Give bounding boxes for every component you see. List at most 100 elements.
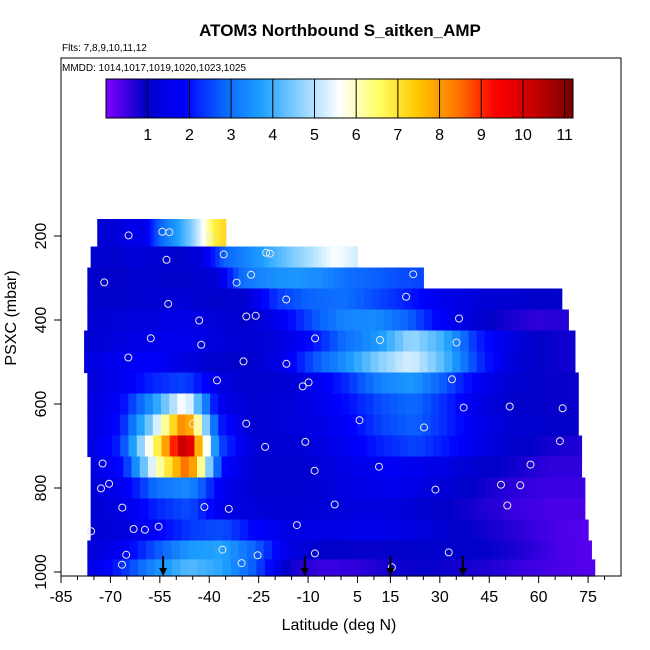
heatmap-cell bbox=[152, 372, 162, 395]
heatmap-cell bbox=[130, 246, 136, 269]
heatmap-layer bbox=[84, 219, 596, 577]
heatmap-cell bbox=[259, 414, 268, 437]
heatmap-cell bbox=[160, 393, 170, 416]
heatmap-cell bbox=[153, 435, 163, 458]
heatmap-cell bbox=[261, 288, 270, 311]
sample-point bbox=[452, 338, 461, 347]
heatmap-cell bbox=[116, 351, 126, 374]
heatmap-cell bbox=[356, 540, 366, 560]
heatmap-cell bbox=[148, 477, 158, 500]
heatmap-cell bbox=[115, 267, 122, 290]
heatmap-cell bbox=[545, 393, 555, 416]
heatmap-cell bbox=[278, 456, 288, 479]
sample-point bbox=[355, 416, 364, 425]
heatmap-cell bbox=[510, 477, 520, 500]
heatmap-cell bbox=[496, 519, 506, 542]
sample-point bbox=[122, 550, 131, 559]
heatmap-cell bbox=[210, 219, 214, 248]
heatmap-cell bbox=[111, 393, 121, 416]
heatmap-cell bbox=[95, 435, 105, 458]
sample-point bbox=[154, 522, 163, 531]
heatmap-cell bbox=[537, 372, 547, 395]
heatmap-cell bbox=[124, 330, 134, 353]
heatmap-cell bbox=[112, 559, 122, 577]
heatmap-cell bbox=[543, 477, 553, 500]
heatmap-cell bbox=[309, 435, 319, 458]
heatmap-cell bbox=[198, 519, 208, 542]
heatmap-cell bbox=[260, 435, 270, 458]
heatmap-cell bbox=[337, 477, 347, 500]
heatmap-cell bbox=[174, 351, 183, 374]
heatmap-cell bbox=[180, 219, 184, 248]
heatmap-cell bbox=[480, 414, 489, 437]
heatmap-cell bbox=[272, 330, 281, 353]
heatmap-cell bbox=[194, 435, 204, 458]
heatmap-cell bbox=[551, 477, 561, 500]
heatmap-cell bbox=[371, 288, 381, 311]
heatmap-cell bbox=[574, 540, 584, 560]
heatmap-cell bbox=[387, 477, 396, 500]
heatmap-cell bbox=[291, 414, 301, 437]
heatmap-cell bbox=[267, 393, 277, 416]
heatmap-cell bbox=[398, 372, 407, 395]
heatmap-cell bbox=[306, 519, 316, 542]
heatmap-cell bbox=[414, 414, 424, 437]
colorbar-tick-label: 3 bbox=[227, 127, 236, 144]
heatmap-cell bbox=[120, 393, 129, 416]
heatmap-cell bbox=[324, 372, 334, 395]
heatmap-cell bbox=[165, 351, 175, 374]
heatmap-cell bbox=[123, 477, 133, 500]
sample-point bbox=[311, 334, 320, 343]
heatmap-cell bbox=[131, 219, 135, 248]
heatmap-cell bbox=[432, 309, 441, 332]
heatmap-cell bbox=[395, 288, 405, 311]
heatmap-cell bbox=[196, 540, 206, 560]
sample-point bbox=[237, 559, 246, 568]
heatmap-cell bbox=[456, 540, 466, 560]
heatmap-cell bbox=[365, 414, 375, 437]
heatmap-cell bbox=[496, 414, 506, 437]
heatmap-cell bbox=[122, 219, 126, 248]
dates-label: MMDD: 1014,1017,1019,1020,1023,1025 bbox=[62, 63, 246, 74]
heatmap-cell bbox=[411, 498, 421, 521]
heatmap-cell bbox=[357, 372, 367, 395]
heatmap-cell bbox=[565, 435, 574, 458]
heatmap-cell bbox=[128, 372, 138, 395]
heatmap-cell bbox=[272, 540, 282, 560]
heatmap-cell bbox=[277, 246, 283, 269]
heatmap-cell bbox=[498, 288, 507, 311]
heatmap-cell bbox=[413, 519, 423, 542]
heatmap-cell bbox=[158, 288, 168, 311]
sample-point bbox=[282, 295, 291, 304]
heatmap-cell bbox=[296, 330, 306, 353]
heatmap-cell bbox=[107, 456, 116, 479]
heatmap-cell bbox=[210, 246, 216, 269]
heatmap-cell bbox=[316, 414, 326, 437]
heatmap-cell bbox=[520, 393, 530, 416]
heatmap-cell bbox=[339, 540, 349, 560]
colorbar-tick-label: 1 bbox=[143, 127, 152, 144]
heatmap-cell bbox=[165, 267, 172, 290]
heatmap-cell bbox=[468, 330, 478, 353]
heatmap-cell bbox=[206, 351, 216, 374]
heatmap-cell bbox=[490, 288, 500, 311]
colorbar-tick-label: 7 bbox=[393, 127, 402, 144]
heatmap-cell bbox=[354, 498, 364, 521]
heatmap-cell bbox=[390, 393, 399, 416]
heatmap-cell bbox=[364, 519, 374, 542]
heatmap-cell bbox=[488, 393, 497, 416]
heatmap-cell bbox=[185, 372, 195, 395]
heatmap-cell bbox=[398, 393, 407, 416]
heatmap-cell bbox=[540, 435, 550, 458]
heatmap-cell bbox=[364, 540, 374, 560]
heatmap-cell bbox=[255, 477, 265, 500]
heatmap-cell bbox=[98, 267, 105, 290]
colorbar-tick-label: 10 bbox=[514, 127, 532, 144]
heatmap-cell bbox=[215, 309, 225, 332]
heatmap-cell bbox=[364, 288, 373, 311]
heatmap-cell bbox=[387, 498, 396, 521]
heatmap-cell bbox=[565, 456, 574, 479]
heatmap-cell bbox=[557, 540, 567, 560]
heatmap-cell bbox=[304, 351, 314, 374]
sample-point bbox=[118, 503, 127, 512]
